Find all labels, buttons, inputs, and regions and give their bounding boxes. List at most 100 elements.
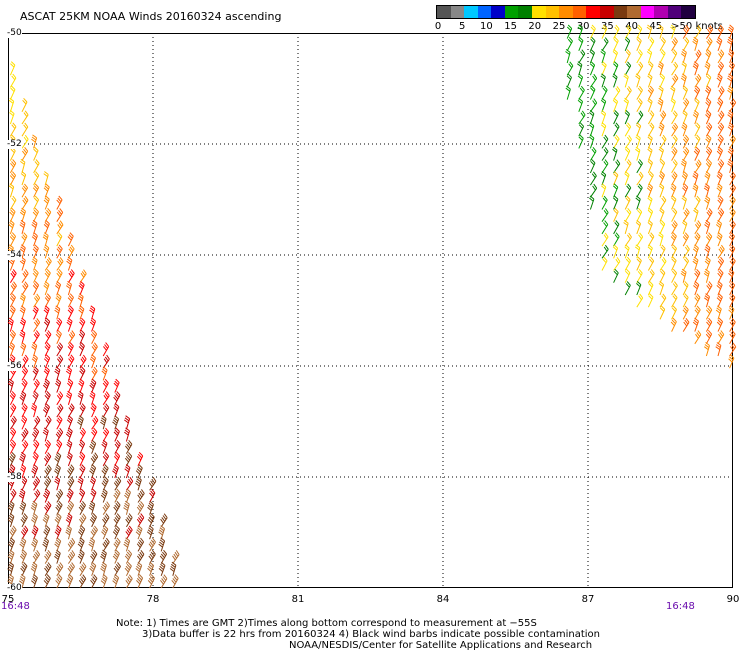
wind-barb [694,232,701,247]
wind-barb [694,305,701,320]
wind-barb [623,73,629,88]
wind-barb [44,549,52,564]
wind-barb [91,342,98,357]
wind-barb [9,85,16,100]
wind-barb [90,329,98,345]
colorbar-swatch [599,6,614,18]
colorbar-swatch [504,6,519,18]
wind-barb [123,500,130,515]
wind-barb [694,268,701,283]
wind-barb [89,476,96,491]
wind-barb [43,488,51,503]
wind-barb [601,220,609,235]
wind-barb [601,208,609,222]
wind-barb [624,159,632,174]
wind-barb [9,439,17,454]
wind-barb [635,219,642,235]
wind-barb [32,476,41,491]
wind-barb [44,293,51,308]
wind-barb [659,195,667,210]
wind-barb [613,207,619,222]
wind-barb [113,427,120,442]
wind-barb [613,86,621,100]
wind-barb [43,366,50,381]
wind-barb [671,159,678,174]
wind-barb [44,330,52,345]
wind-barb [694,97,700,112]
wind-barb [612,73,618,88]
wind-barb [612,244,619,259]
wind-barb [42,403,50,418]
wind-barb [32,207,39,222]
wind-barb [693,146,701,161]
wind-barb [577,61,583,76]
wind-barb [112,549,120,564]
wind-barb [692,36,699,51]
wind-barb [9,146,16,161]
wind-barb [113,391,121,406]
wind-barb [623,219,629,235]
wind-barb [112,464,119,479]
wind-barb [705,232,713,247]
wind-barb [56,391,64,406]
wind-barb [636,171,644,186]
wind-barb [647,110,655,125]
wind-barb [705,85,712,100]
wind-barb [9,415,17,430]
wind-barb [113,403,120,418]
wind-barb [44,257,52,271]
wind-barb [716,281,723,296]
wind-barb [717,24,724,39]
wind-barb [78,488,86,503]
wind-barb [716,36,723,51]
wind-barb [647,293,654,308]
wind-barb [647,158,653,174]
wind-barb [647,219,653,235]
wind-barb [89,439,97,454]
wind-barb [692,110,699,125]
wind-barb [101,525,109,540]
colorbar-swatch [640,6,655,18]
wind-barb [692,317,699,332]
wind-barb [21,146,29,161]
wind-barb [705,159,712,174]
wind-barb [21,415,28,430]
wind-barb [8,219,15,235]
wind-barb [704,293,710,308]
wind-barb [31,232,38,247]
wind-barb [146,525,154,540]
wind-barb [601,256,608,271]
wind-barb [67,562,75,577]
wind-barb [43,476,52,491]
wind-barb [136,451,144,467]
wind-barb [601,147,609,161]
wind-barb [43,183,50,198]
wind-barb [682,85,688,100]
wind-barb [600,171,607,186]
wind-barb [101,476,109,491]
wind-barb [705,73,712,88]
wind-barb [7,317,14,332]
wind-barb [636,159,643,174]
x-tick-label: 75 [1,594,15,605]
wind-barb [124,549,133,564]
wind-barb [613,134,620,149]
wind-barb [56,354,64,369]
wind-barb [21,269,29,283]
wind-barb [671,207,678,222]
wind-barb [635,122,642,137]
wind-barb [100,574,108,589]
wind-barb [20,513,28,528]
wind-barb [623,97,629,112]
wind-barb [694,122,701,137]
wind-barb [66,317,73,332]
wind-barb [158,525,165,540]
wind-barb [682,208,690,222]
wind-barb [66,574,74,589]
wind-barb [77,549,85,564]
wind-barb [55,427,64,442]
wind-barb [613,257,621,271]
wind-barb [728,268,735,283]
wind-barb [671,281,678,296]
wind-barb [7,561,14,576]
